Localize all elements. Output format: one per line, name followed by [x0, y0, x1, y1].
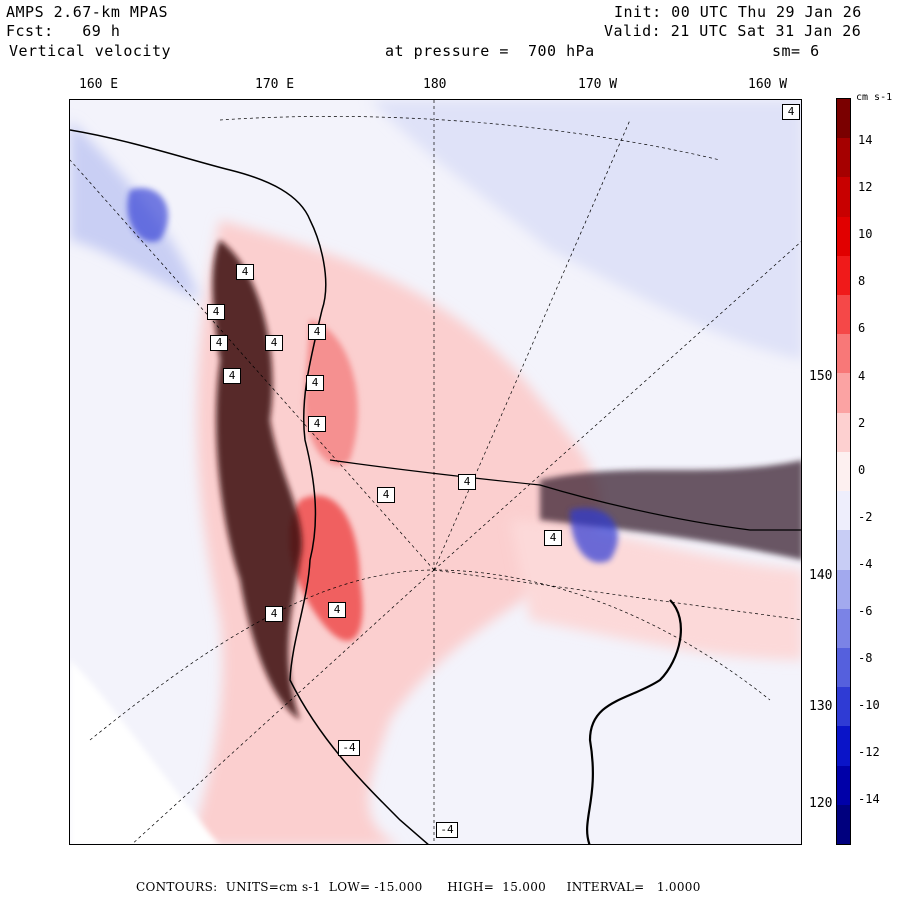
colorbar-tick-label: 4	[858, 368, 866, 383]
colorbar-segment	[837, 726, 850, 767]
colorbar-segment	[837, 451, 850, 492]
max-label: 4	[328, 602, 346, 618]
colorbar	[836, 98, 851, 845]
colorbar-tick-label: 6	[858, 321, 866, 336]
colorbar-tick-label: 12	[858, 180, 873, 195]
colorbar-segment	[837, 765, 850, 806]
lon-label-180: 180	[423, 77, 447, 92]
max-label: 4	[265, 606, 283, 622]
colorbar-tick-label: 2	[858, 415, 866, 430]
max-label: 4	[308, 416, 326, 432]
forecast-hour: Fcst: 69 h	[6, 22, 121, 40]
convection-band-mountains	[212, 240, 303, 720]
colorbar-segment	[837, 530, 850, 571]
colorbar-segment	[837, 647, 850, 688]
max-label: 4	[308, 324, 326, 340]
max-label: 4	[306, 375, 324, 391]
graticule-lon-4	[70, 159, 435, 571]
graticule-lon-2	[433, 241, 801, 571]
graticule-lon-5	[131, 569, 435, 844]
colorbar-segment	[837, 373, 850, 414]
max-label: 4	[544, 530, 562, 546]
coastline-ross	[329, 459, 801, 531]
colorbar-segment	[837, 216, 850, 257]
max-label: 4	[265, 335, 283, 351]
colorbar-segment	[837, 138, 850, 178]
colorbar-tick-label: -14	[858, 792, 880, 807]
colorbar-segment	[837, 334, 850, 374]
max-label: 4	[223, 368, 241, 384]
lon-label-170w: 170 W	[578, 77, 618, 92]
positive-field-east	[510, 520, 801, 660]
valid-time: Valid: 21 UTC Sat 31 Jan 26	[604, 22, 862, 40]
graticule-lat-1	[219, 116, 721, 161]
field-name: Vertical velocity	[9, 42, 172, 60]
negative-field-southwest	[70, 660, 219, 844]
model-title: AMPS 2.67-km MPAS	[6, 3, 169, 21]
colorbar-tick-label: -2	[858, 509, 873, 524]
lon-label-160w: 160 W	[748, 77, 788, 92]
max-label: 4	[458, 474, 476, 490]
colorbar-segment	[837, 804, 850, 845]
graticule-lon-1	[433, 119, 631, 571]
pressure-level: at pressure = 700 hPa	[385, 42, 595, 60]
colorbar-tick-label: 10	[858, 227, 873, 242]
colorbar-tick-label: 14	[858, 133, 873, 147]
vertical-velocity-map: 4 4 4 4 4 4 4 4 4 4 4 4 4 4 -4 -4	[69, 99, 802, 845]
colorbar-segment	[837, 99, 850, 139]
colorbar-segment	[837, 569, 850, 610]
convection-band-east	[540, 460, 801, 560]
colorbar-segment	[837, 491, 850, 531]
min-label: -4	[436, 822, 458, 838]
max-label: 4	[782, 104, 800, 120]
downdraft-patch-east	[570, 508, 618, 563]
max-label: 4	[210, 335, 228, 351]
max-label: 4	[377, 487, 395, 503]
contour-info: CONTOURS: UNITS=cm s-1 LOW= -15.000 HIGH…	[136, 880, 701, 894]
colorbar-units: cm s-1	[856, 92, 893, 103]
negative-field-north	[370, 100, 801, 360]
lon-label-170e: 170 E	[255, 77, 295, 92]
max-label: 4	[236, 264, 254, 280]
positive-field-region	[190, 220, 601, 844]
colorbar-segment	[837, 608, 850, 649]
max-label: 4	[207, 304, 225, 320]
colorbar-segment	[837, 295, 850, 335]
colorbar-tick-label: 8	[858, 274, 866, 289]
downdraft-patch-sw	[127, 188, 169, 242]
colorbar-segment	[837, 687, 850, 727]
colorbar-tick-label: -12	[858, 745, 880, 760]
colorbar-tick-label: 0	[858, 462, 866, 477]
coastline-west	[70, 129, 429, 844]
coastline-east	[586, 599, 682, 844]
colorbar-segment	[837, 412, 850, 453]
colorbar-segment	[837, 255, 850, 296]
colorbar-tick-label: -8	[858, 651, 873, 666]
smoothing-value: sm= 6	[772, 42, 820, 60]
colorbar-tick-label: -4	[858, 556, 873, 571]
colorbar-tick-label: -6	[858, 604, 873, 618]
graticule-lon-3	[433, 569, 801, 621]
map-svg	[70, 100, 801, 844]
colorbar-segment	[837, 177, 850, 218]
lon-label-160e: 160 E	[79, 77, 119, 92]
init-time: Init: 00 UTC Thu 29 Jan 26	[614, 3, 862, 21]
colorbar-tick-label: -10	[858, 698, 880, 713]
min-label: -4	[338, 740, 360, 756]
